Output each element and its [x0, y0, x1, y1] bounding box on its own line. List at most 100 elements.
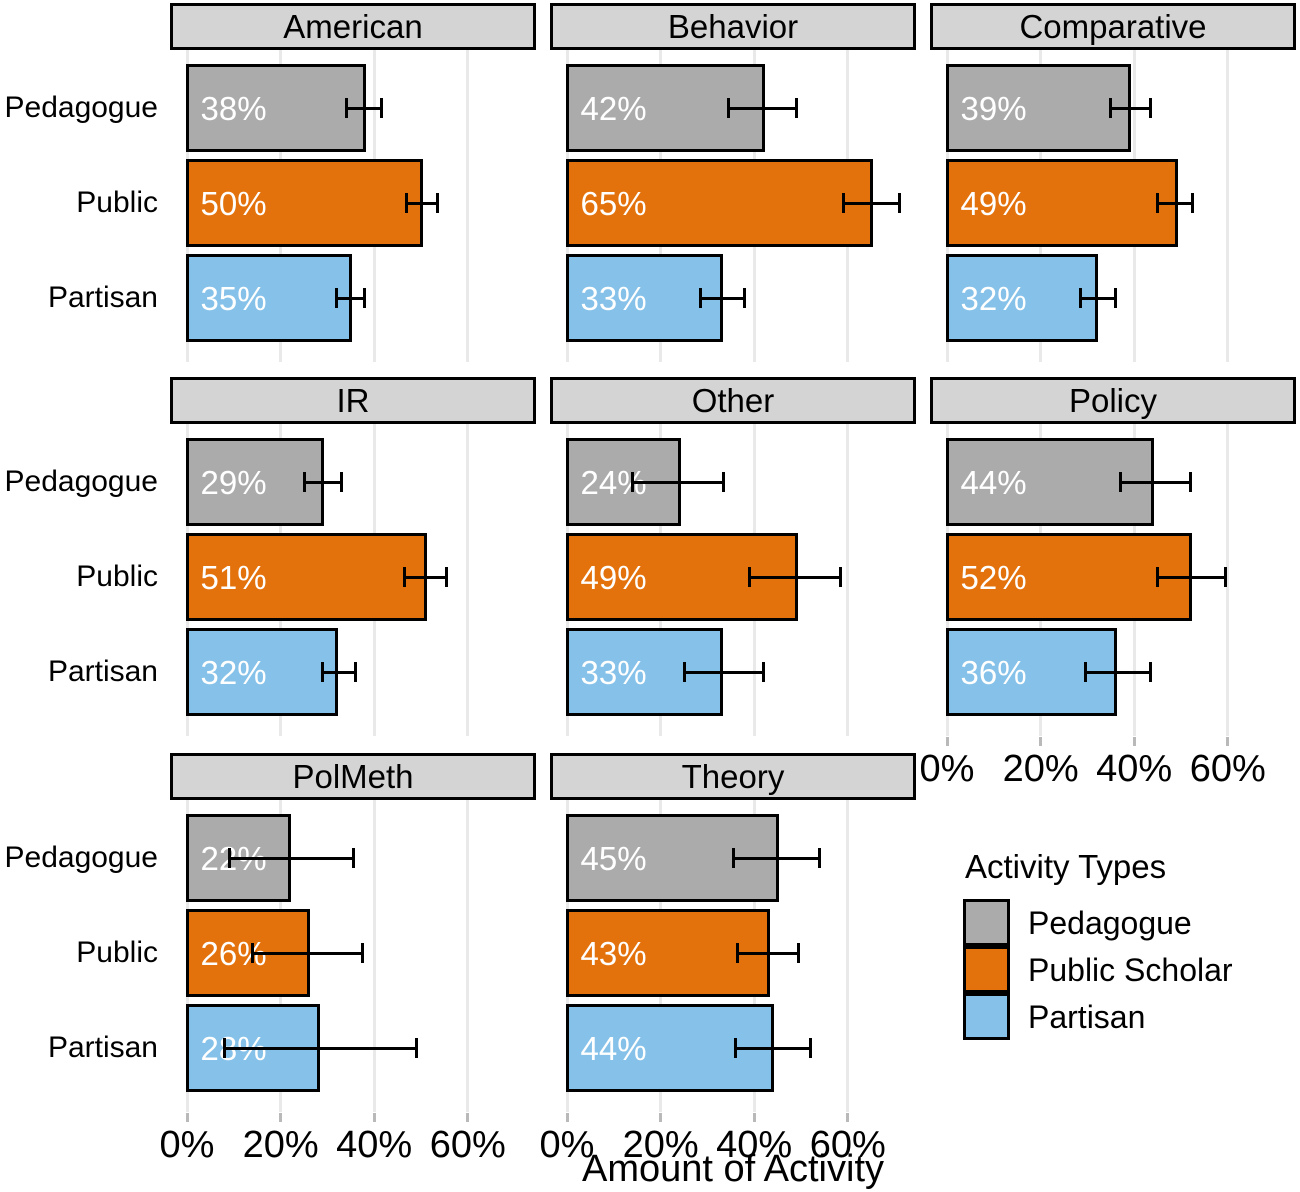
- error-bar: [1083, 670, 1153, 674]
- gridline: [466, 50, 470, 362]
- facet-header-comparative: Comparative: [930, 3, 1296, 50]
- error-bar: [1156, 201, 1195, 205]
- bar-public: 51%: [185, 533, 428, 621]
- error-bar-cap: [302, 472, 306, 492]
- facet-panel-polmeth: 22% 26% 28%: [170, 800, 536, 1112]
- x-axis-tick-label: 60%: [429, 1124, 506, 1166]
- facet-title: Theory: [681, 758, 785, 795]
- bar-partisan: 35%: [185, 254, 353, 342]
- error-bar-cap: [379, 98, 383, 118]
- facet-title: Policy: [1068, 382, 1158, 419]
- x-axis-tick: [659, 1113, 663, 1122]
- bar-value-label: 33%: [580, 653, 647, 691]
- x-axis-tick: [185, 1113, 189, 1122]
- error-bar-cap: [818, 848, 822, 868]
- bar-pedagogue: 39%: [945, 64, 1132, 152]
- error-bar-cap: [1149, 662, 1153, 682]
- error-bar: [1109, 106, 1153, 110]
- error-bar-cap: [839, 567, 843, 587]
- facet-title: Behavior: [667, 8, 799, 45]
- error-bar: [731, 856, 822, 860]
- bar-value-label: 35%: [200, 279, 267, 317]
- error-bar: [302, 480, 343, 484]
- bar-value-label: 38%: [200, 89, 267, 127]
- x-axis-tick: [846, 1113, 850, 1122]
- error-bar: [405, 201, 439, 205]
- bar-value-label: 32%: [960, 279, 1027, 317]
- error-bar: [251, 951, 364, 955]
- error-bar-cap: [797, 943, 801, 963]
- bar-public: 50%: [185, 159, 423, 247]
- legend-item-partisan: Partisan: [963, 993, 1233, 1040]
- error-bar: [321, 670, 357, 674]
- facet-panel-comparative: 39% 49% 32%: [930, 50, 1296, 362]
- legend-item-label: Partisan: [1028, 998, 1146, 1035]
- bar-partisan: 32%: [185, 628, 339, 716]
- error-bar-cap: [1156, 193, 1160, 213]
- error-bar-cap: [405, 193, 409, 213]
- error-bar-cap: [1083, 662, 1087, 682]
- row-label-partisan: Partisan: [47, 1031, 158, 1064]
- bar-value-label: 32%: [200, 653, 267, 691]
- legend-key-swatch: [963, 946, 1010, 993]
- error-bar: [227, 856, 355, 860]
- x-axis-tick-label: 0%: [539, 1124, 595, 1166]
- error-bar-cap: [726, 98, 730, 118]
- error-bar-cap: [353, 662, 357, 682]
- bar-public: 43%: [565, 909, 770, 997]
- x-axis-tick: [1039, 737, 1043, 746]
- bar-value-label: 36%: [960, 653, 1027, 691]
- facet-panel-american: 38% 50% 35%: [170, 50, 536, 362]
- bar-public: 65%: [565, 159, 873, 247]
- error-bar: [631, 480, 726, 484]
- error-bar-cap: [363, 288, 367, 308]
- bar-partisan: 32%: [945, 254, 1099, 342]
- facet-title: IR: [336, 382, 370, 419]
- x-axis-tick: [1226, 737, 1230, 746]
- x-axis-tick: [752, 1113, 756, 1122]
- bar-public: 49%: [945, 159, 1178, 247]
- x-axis-tick-label: 40%: [716, 1124, 793, 1166]
- error-bar-cap: [736, 943, 740, 963]
- error-bar: [748, 575, 843, 579]
- error-bar-cap: [743, 288, 747, 308]
- error-bar-cap: [1191, 193, 1195, 213]
- bar-value-label: 45%: [580, 839, 647, 877]
- error-bar-cap: [414, 1038, 418, 1058]
- legend-item-label: Pedagogue: [1028, 904, 1192, 941]
- x-axis-tick-label: 60%: [1189, 748, 1266, 790]
- row-label-pedagogue: Pedagogue: [4, 465, 159, 498]
- row-label-public: Public: [76, 936, 158, 969]
- facet-header-theory: Theory: [550, 753, 916, 800]
- x-axis-tick: [372, 1113, 376, 1122]
- error-bar: [682, 670, 766, 674]
- error-bar-cap: [1118, 472, 1122, 492]
- facet-panel-policy: 44% 52% 36%: [930, 424, 1296, 736]
- bar-value-label: 49%: [580, 558, 647, 596]
- x-axis-tick: [945, 737, 949, 746]
- bar-value-label: 43%: [580, 934, 647, 972]
- x-axis-tick: [466, 1113, 470, 1122]
- row-label-pedagogue: Pedagogue: [4, 91, 159, 124]
- error-bar-cap: [722, 472, 726, 492]
- bar-value-label: 49%: [960, 184, 1027, 222]
- error-bar: [1118, 480, 1192, 484]
- legend-entries: Pedagogue Public Scholar Partisan: [963, 899, 1233, 1040]
- bar-pedagogue: 29%: [185, 438, 325, 526]
- bar-value-label: 44%: [580, 1029, 647, 1067]
- legend: Activity Types Pedagogue Public Scholar Pa…: [963, 850, 1233, 1040]
- facet-panel-other: 24% 49% 33%: [550, 424, 916, 736]
- facet-header-polmeth: PolMeth: [170, 753, 536, 800]
- error-bar-cap: [762, 662, 766, 682]
- facet-header-behavior: Behavior: [550, 3, 916, 50]
- legend-key-swatch: [963, 993, 1010, 1040]
- error-bar: [222, 1046, 418, 1050]
- error-bar: [841, 201, 901, 205]
- bar-value-label: 39%: [960, 89, 1027, 127]
- error-bar-cap: [339, 472, 343, 492]
- error-bar-cap: [794, 98, 798, 118]
- legend-item-public-scholar: Public Scholar: [963, 946, 1233, 993]
- facet-panel-ir: 29% 51% 32%: [170, 424, 536, 736]
- row-label-public: Public: [76, 186, 158, 219]
